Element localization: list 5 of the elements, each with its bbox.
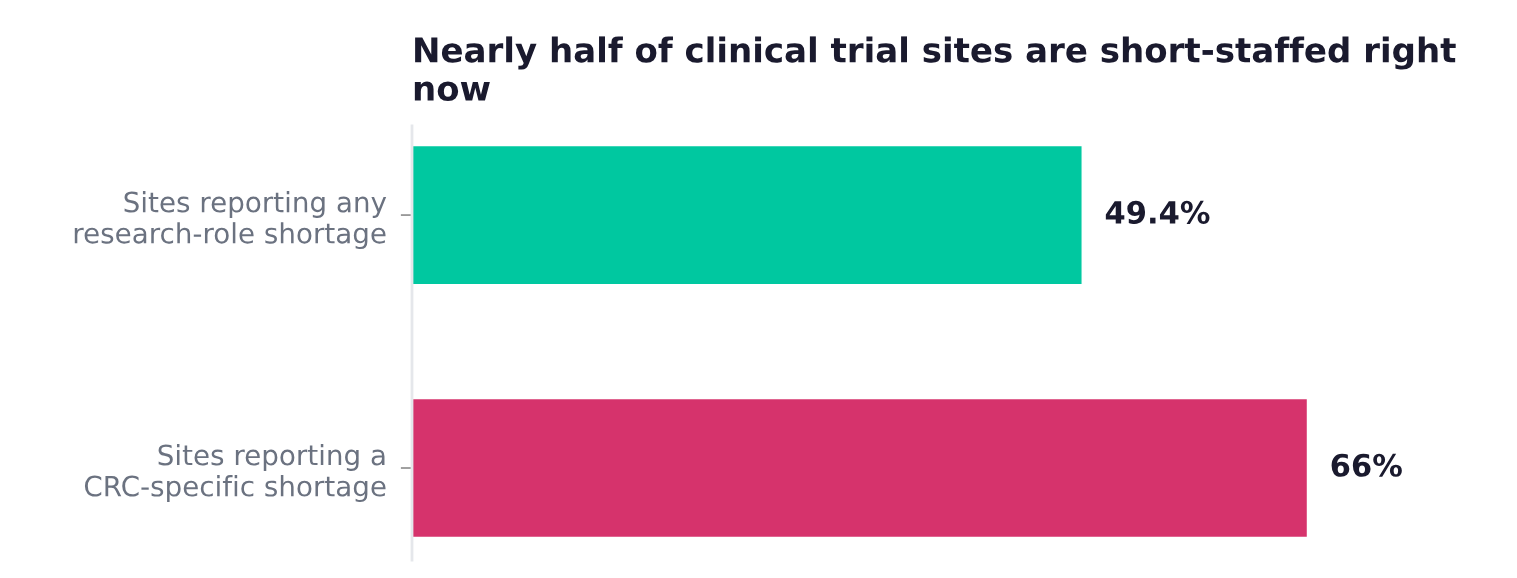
data-label: 66%: [1331, 453, 1402, 477]
y-tick-label: Sites reporting any research-role shortage: [74, 191, 387, 250]
chart-title: Nearly half of clinical trial sites are short-staffed right now: [414, 36, 1456, 102]
y-tick-label: Sites reporting a CRC-specific shortage: [84, 444, 386, 502]
data-label: 49.4%: [1105, 200, 1210, 224]
